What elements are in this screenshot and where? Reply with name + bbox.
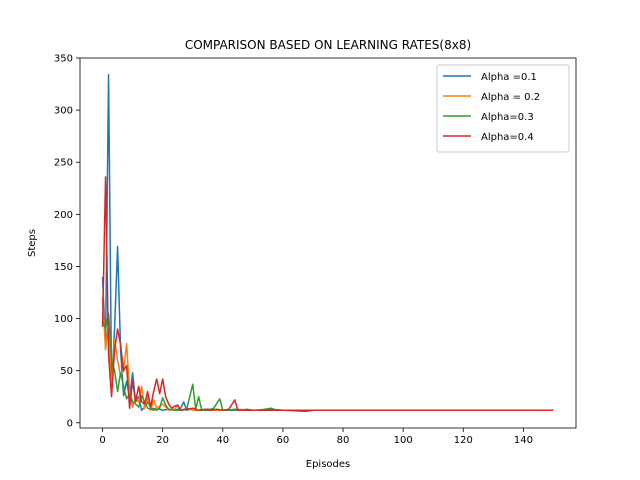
legend-label: Alpha=0.3	[481, 112, 534, 123]
chart-title: COMPARISON BASED ON LEARNING RATES(8x8)	[185, 38, 471, 52]
x-tick-label: 40	[216, 435, 229, 446]
y-axis-label: Steps	[27, 229, 38, 257]
series-line-4	[101, 176, 554, 412]
x-tick-label: 120	[454, 435, 473, 446]
y-tick-label: 350	[54, 54, 73, 65]
legend-box	[436, 64, 570, 153]
x-tick-label: 80	[337, 435, 350, 446]
series-group	[101, 73, 554, 413]
legend: Alpha =0.1 Alpha = 0.2 Alpha=0.3 Alpha=0.4	[436, 64, 570, 153]
x-tick-label: 20	[156, 435, 169, 446]
legend-label: Alpha = 0.2	[481, 92, 540, 103]
y-tick-label: 100	[54, 314, 73, 325]
x-tick-label: 100	[394, 435, 413, 446]
x-axis-label: Episodes	[306, 459, 350, 470]
y-tick-label: 150	[54, 262, 73, 273]
plot-frame	[79, 57, 577, 429]
y-axis: 0 50 100 150 200 250 300 350	[54, 54, 80, 429]
y-tick-label: 0	[67, 418, 73, 429]
legend-label: Alpha=0.4	[481, 132, 534, 143]
x-tick-label: 140	[514, 435, 533, 446]
y-tick-label: 50	[60, 366, 73, 377]
y-tick-label: 300	[54, 106, 73, 117]
y-tick-label: 200	[54, 210, 73, 221]
y-tick-label: 250	[54, 158, 73, 169]
legend-label: Alpha =0.1	[481, 72, 537, 83]
x-tick-label: 60	[277, 435, 290, 446]
x-tick-label: 0	[99, 435, 105, 446]
x-axis: 0 20 40 60 80 100 120 140	[99, 428, 533, 446]
